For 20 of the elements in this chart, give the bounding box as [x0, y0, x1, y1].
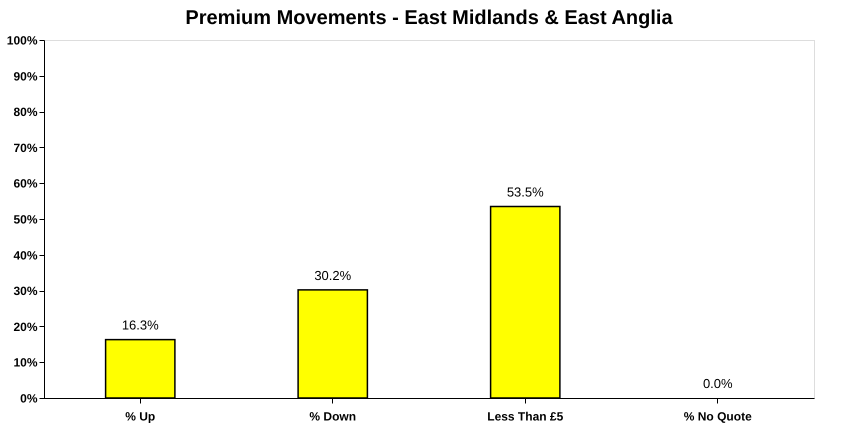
- y-tick-label: 20%: [13, 320, 38, 334]
- y-tick-label: 10%: [13, 356, 38, 370]
- y-tick-label: 0%: [20, 392, 38, 406]
- chart-title: Premium Movements - East Midlands & East Anglia: [185, 7, 674, 29]
- x-tick-label: % Up: [125, 410, 156, 423]
- y-tick-label: 90%: [13, 69, 38, 84]
- data-label: 16.3%: [122, 318, 160, 333]
- data-label: 0.0%: [702, 376, 733, 391]
- y-tick-label: 60%: [13, 176, 38, 191]
- y-tick-label: 50%: [13, 212, 38, 226]
- data-label: 30.2%: [314, 268, 352, 283]
- y-tick-label: 100%: [6, 34, 38, 48]
- x-tick-label: % No Quote: [684, 410, 752, 423]
- y-tick-label: 30%: [13, 284, 38, 298]
- data-label: 53.5%: [506, 184, 544, 200]
- x-tick-label: Less Than £5: [487, 410, 564, 423]
- x-tick-label: % Down: [309, 410, 356, 423]
- y-tick-label: 70%: [13, 140, 38, 155]
- y-tick-label: 40%: [13, 248, 38, 262]
- y-tick-label: 80%: [13, 105, 38, 120]
